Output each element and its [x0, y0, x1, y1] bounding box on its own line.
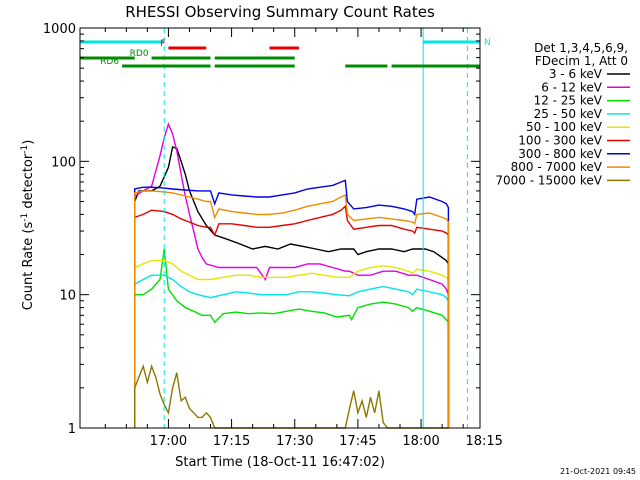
legend-label: 3 - 6 keV	[549, 67, 603, 81]
axes: 1 10 100 1000 17:00 17:15 17:30 17:45 18:00 18:15	[43, 22, 503, 449]
legend-header-line-2: FDecim 1, Att 0	[535, 54, 628, 68]
x-axis-label: Start Time (18-Oct-11 16:47:02)	[175, 455, 385, 470]
series-line-2	[133, 122, 450, 428]
legend-label: 800 - 7000 keV	[511, 160, 603, 174]
flag-bars: N F RD0 RD6	[80, 38, 491, 68]
flag-label-rd0: RD0	[130, 49, 149, 59]
x-tick-label: 18:00	[402, 434, 439, 449]
x-tick-label: 17:00	[150, 434, 187, 449]
series-line-5	[133, 259, 450, 428]
chart-title: RHESSI Observing Summary Count Rates	[125, 3, 435, 21]
x-tick-label: 18:15	[465, 434, 502, 449]
x-tick-label: 17:45	[339, 434, 376, 449]
y-axis-label: Count Rate (s-1 detector-1)	[20, 140, 36, 311]
flag-label-rd6: RD6	[100, 57, 119, 67]
legend-label: 100 - 300 keV	[518, 134, 602, 148]
flag-label-n: N	[484, 38, 491, 48]
series-line-6	[133, 204, 450, 428]
series-line-7	[133, 179, 450, 428]
series-line-4	[133, 274, 450, 428]
legend: Det 1,3,4,5,6,9, FDecim 1, Att 0 3 - 6 k…	[495, 41, 630, 187]
series-line-3	[133, 248, 450, 428]
legend-label: 6 - 12 keV	[541, 80, 603, 94]
legend-label: 50 - 100 keV	[526, 120, 603, 134]
footer-timestamp: 21-Oct-2021 09:45	[560, 467, 636, 476]
flag-label-f: F	[160, 39, 165, 49]
y-tick-label: 1	[68, 422, 76, 437]
legend-label: 7000 - 15000 keV	[495, 173, 602, 187]
legend-label: 12 - 25 keV	[534, 94, 603, 108]
legend-label: 300 - 800 keV	[518, 147, 602, 161]
plot-area	[79, 28, 468, 429]
series-line-9	[133, 364, 449, 429]
y-tick-label: 10	[59, 289, 76, 304]
y-tick-label: 100	[51, 155, 76, 170]
legend-label: 25 - 50 keV	[534, 107, 603, 121]
series-line-1	[133, 146, 450, 428]
plot-frame	[79, 27, 481, 429]
series-line-8	[133, 190, 450, 428]
x-tick-label: 17:15	[213, 434, 250, 449]
y-tick-label: 1000	[43, 22, 76, 37]
x-tick-label: 17:30	[276, 434, 313, 449]
legend-header-line-1: Det 1,3,4,5,6,9,	[534, 41, 628, 55]
